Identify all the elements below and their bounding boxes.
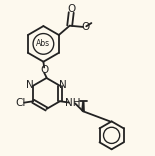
Text: N: N	[59, 80, 67, 90]
Polygon shape	[82, 101, 85, 111]
Text: N: N	[26, 80, 34, 90]
Text: Cl: Cl	[15, 98, 25, 108]
Text: Abs: Abs	[36, 39, 51, 48]
Text: NH: NH	[65, 98, 81, 108]
Text: O: O	[67, 4, 75, 14]
Text: O: O	[81, 22, 89, 32]
Text: O: O	[40, 65, 48, 75]
